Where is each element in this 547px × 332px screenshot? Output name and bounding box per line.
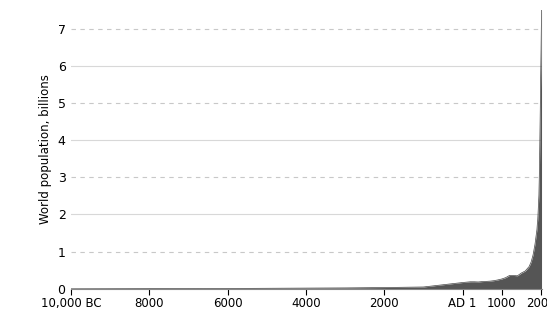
Y-axis label: World population, billions: World population, billions: [39, 74, 52, 224]
